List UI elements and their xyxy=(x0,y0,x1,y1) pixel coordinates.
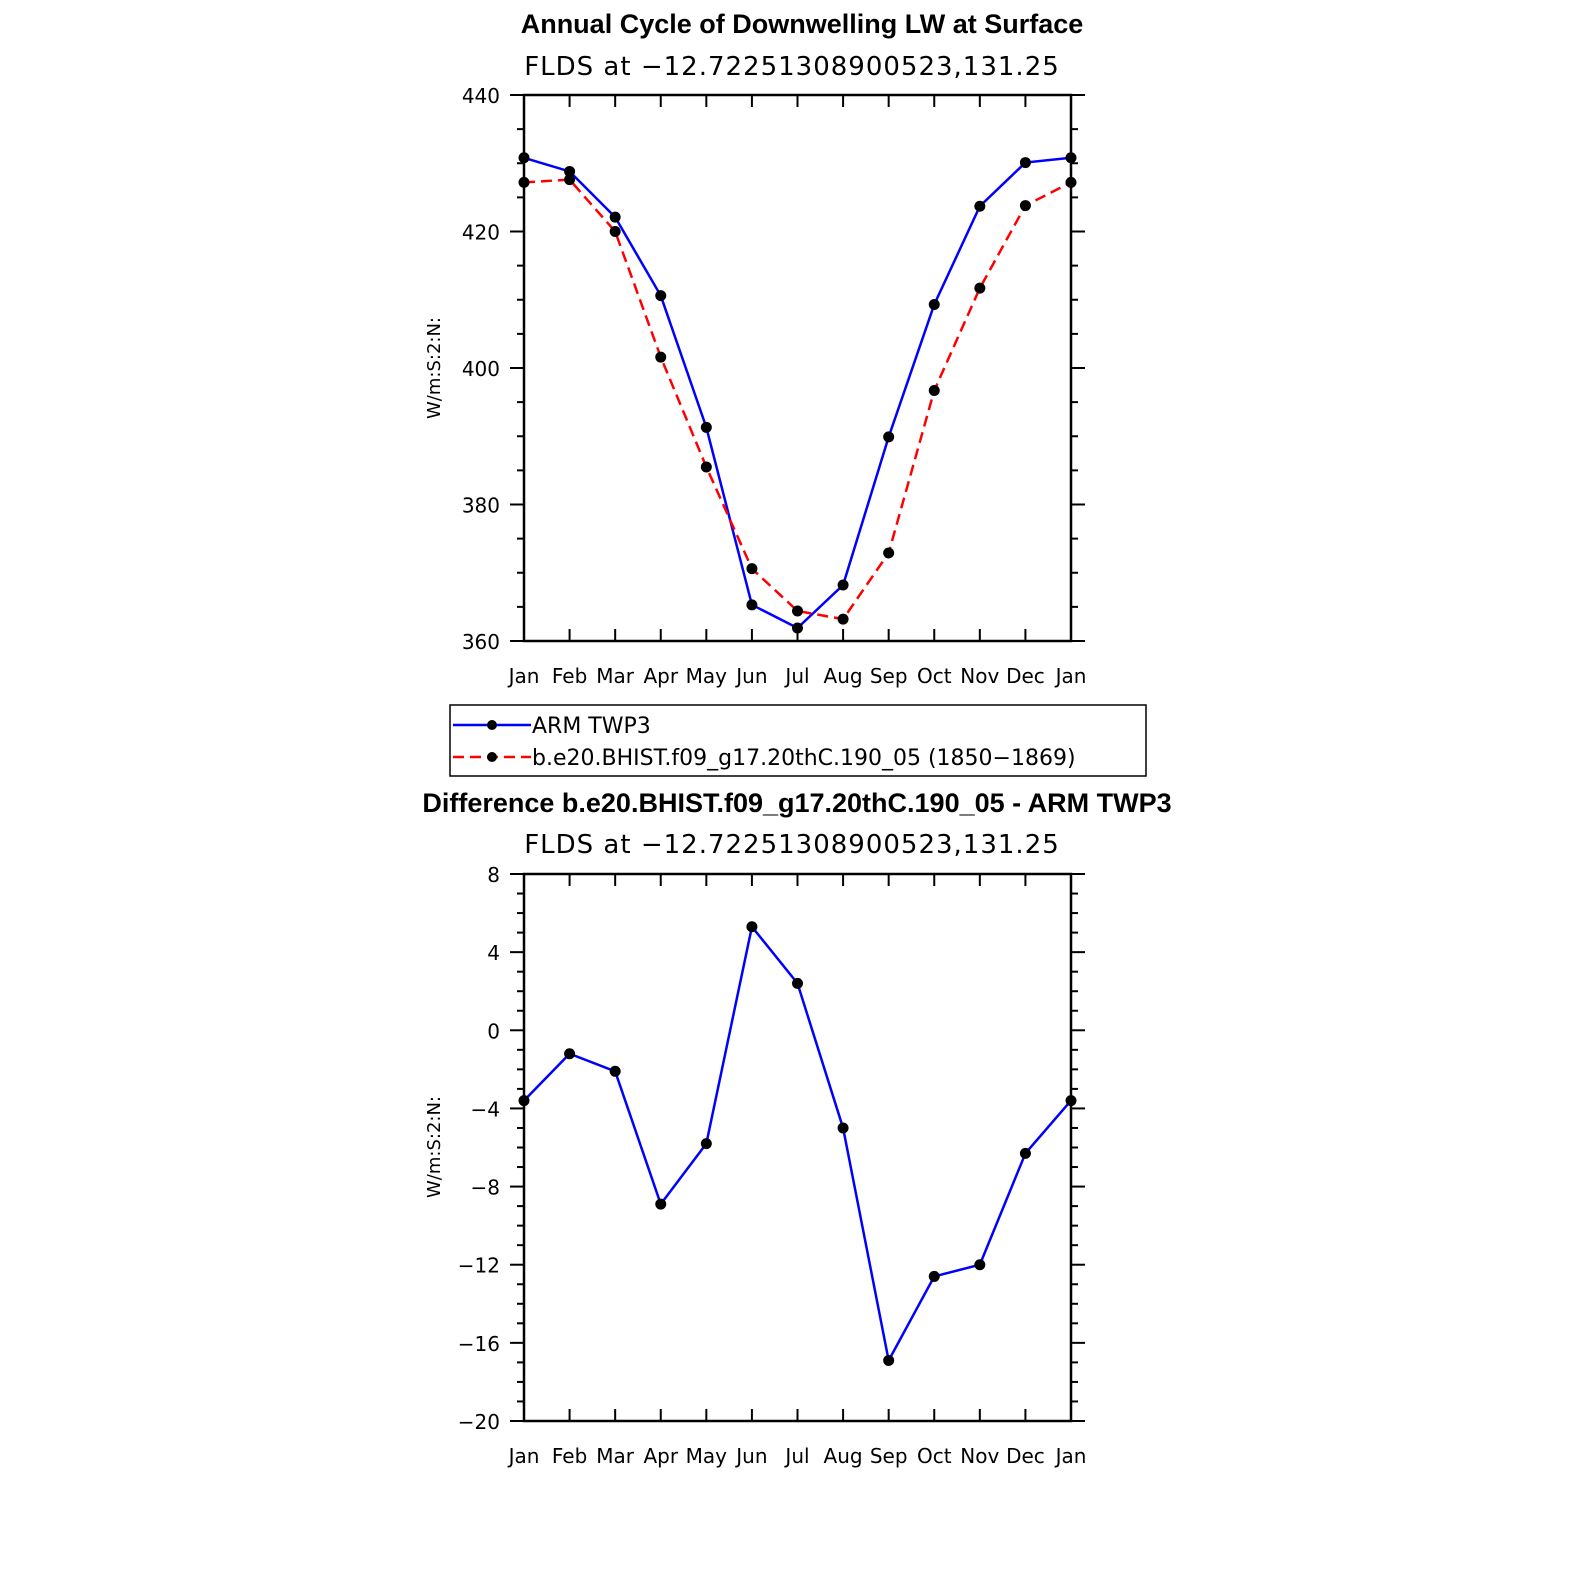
top-series-0-point xyxy=(1065,152,1077,164)
legend-marker-arm xyxy=(487,720,497,730)
top-series-1-point xyxy=(883,547,895,559)
legend-marker-model xyxy=(487,752,497,762)
top-series-1-point xyxy=(700,461,712,473)
top-xtick-label: May xyxy=(686,664,728,688)
bottom-xtick-label: Dec xyxy=(1006,1444,1045,1468)
bottom-xtick-label: Jan xyxy=(507,1444,540,1468)
bottom-series-0-point xyxy=(928,1270,940,1282)
top-frame xyxy=(522,93,1073,643)
bottom-series-0-point xyxy=(609,1065,621,1077)
top-ytick-label: 380 xyxy=(462,494,500,518)
bottom-ytick-label: −4 xyxy=(471,1097,500,1121)
top-series-0-point xyxy=(883,431,895,443)
top-series-0-point xyxy=(792,622,803,634)
bottom-series-0-point xyxy=(883,1354,895,1366)
top-series-1-point xyxy=(655,351,667,363)
legend-label-arm: ARM TWP3 xyxy=(532,714,651,739)
bottom-ytick-label: 4 xyxy=(487,941,500,965)
top-plot-area: Jan Feb Mar Apr May Jun Jul Aug Sep Oct Nov Dec Jan 3… xyxy=(462,84,1087,688)
bottom-series-0-point xyxy=(837,1122,849,1134)
bottom-series-0-point xyxy=(700,1138,712,1150)
top-xtick-label: Apr xyxy=(643,664,678,688)
top-xtick-label: Mar xyxy=(596,664,635,688)
bottom-xtick-label: Sep xyxy=(870,1444,908,1468)
top-xtick-label: Jun xyxy=(734,664,767,688)
top-xtick-label: Sep xyxy=(870,664,908,688)
top-xtick-label: Dec xyxy=(1006,664,1045,688)
top-ytick-label: 420 xyxy=(462,221,500,245)
bottom-xtick-label: May xyxy=(686,1444,728,1468)
bottom-series-0-point xyxy=(746,921,758,933)
bottom-ytick-label: −12 xyxy=(458,1254,500,1278)
top-series-1-point xyxy=(518,176,530,188)
legend-box xyxy=(449,704,1147,777)
bottom-series-line-0 xyxy=(523,923,1072,1365)
top-series-0-point xyxy=(1019,157,1031,169)
top-series-1-point xyxy=(837,613,849,625)
top-chart-subtitle: FLDS at −12.72251308900523,131.25 xyxy=(524,52,1060,82)
bottom-ytick-label: −8 xyxy=(471,1176,500,1200)
top-series-0-point xyxy=(609,211,621,223)
top-xtick-label: Feb xyxy=(552,664,587,688)
top-xtick-label: Jan xyxy=(1054,664,1087,688)
bottom-xtick-label: Nov xyxy=(960,1444,999,1468)
bottom-series-0-point xyxy=(564,1048,576,1060)
bottom-xtick-label: Jan xyxy=(1054,1444,1087,1468)
bottom-series-0-point xyxy=(655,1198,667,1210)
bottom-series-0-point xyxy=(792,977,803,989)
top-chart-title: Annual Cycle of Downwelling LW at Surfac… xyxy=(521,9,1084,39)
top-xtick-label: Nov xyxy=(960,664,999,688)
bottom-series-0-point xyxy=(974,1259,986,1271)
top-ytick-label: 440 xyxy=(462,84,500,108)
bottom-xtick-label: Mar xyxy=(596,1444,635,1468)
top-series-0-point xyxy=(746,599,758,611)
legend-label-model: b.e20.BHIST.f09_g17.20thC.190_05 (1850−1… xyxy=(532,746,1076,771)
bottom-ytick-label: −20 xyxy=(458,1410,500,1434)
top-series-1-point xyxy=(928,385,940,397)
top-ytick-label: 360 xyxy=(462,630,500,654)
bottom-xtick-label: Jun xyxy=(734,1444,767,1468)
top-series-1-point xyxy=(609,226,621,237)
bottom-ytick-label: 0 xyxy=(487,1019,500,1043)
bottom-xtick-label: Oct xyxy=(917,1444,952,1468)
top-xtick-label: Jul xyxy=(783,664,809,688)
bottom-frame xyxy=(522,872,1073,1423)
bottom-series-0-point xyxy=(518,1095,530,1107)
top-series-1-point xyxy=(792,605,803,617)
top-xtick-label: Jan xyxy=(507,664,540,688)
bottom-xtick-label: Apr xyxy=(643,1444,678,1468)
top-series-1-point xyxy=(564,174,576,186)
top-series-0-point xyxy=(564,165,576,177)
bottom-xtick-label: Aug xyxy=(824,1444,863,1468)
bottom-ytick-label: −16 xyxy=(458,1332,500,1356)
top-series-1-point xyxy=(746,563,758,575)
top-xtick-label: Oct xyxy=(917,664,952,688)
top-series-line-1 xyxy=(523,178,1072,621)
top-series-0-point xyxy=(974,200,986,212)
top-series-0-point xyxy=(518,152,530,164)
legend: ARM TWP3 b.e20.BHIST.f09_g17.20thC.190_0… xyxy=(449,704,1147,777)
top-series-1-point xyxy=(974,282,986,294)
bottom-xtick-label: Feb xyxy=(552,1444,587,1468)
top-series-0-point xyxy=(837,579,849,591)
bottom-xtick-label: Jul xyxy=(783,1444,809,1468)
bottom-series-0-point xyxy=(1019,1147,1031,1159)
top-ytick-label: 400 xyxy=(462,357,500,381)
top-series-0-point xyxy=(655,290,667,302)
bottom-plot-area: Jan Feb Mar Apr May Jun Jul Aug Sep Oct Nov Dec Jan−… xyxy=(458,863,1087,1468)
top-series-1-point xyxy=(1065,176,1077,188)
bottom-series-0-point xyxy=(1065,1095,1077,1107)
top-series-0-point xyxy=(700,421,712,433)
bottom-chart-title: Difference b.e20.BHIST.f09_g17.20thC.190… xyxy=(422,788,1171,818)
top-series-1-point xyxy=(1019,200,1031,212)
bottom-chart-ylabel: W/m:S:2:N: xyxy=(424,1096,445,1198)
top-series-0-point xyxy=(928,299,940,311)
top-xtick-label: Aug xyxy=(824,664,863,688)
bottom-chart-subtitle: FLDS at −12.72251308900523,131.25 xyxy=(524,830,1060,860)
top-chart-ylabel: W/m:S:2:N: xyxy=(424,317,445,419)
bottom-ytick-label: 8 xyxy=(487,863,500,887)
top-series-line-0 xyxy=(523,156,1072,630)
